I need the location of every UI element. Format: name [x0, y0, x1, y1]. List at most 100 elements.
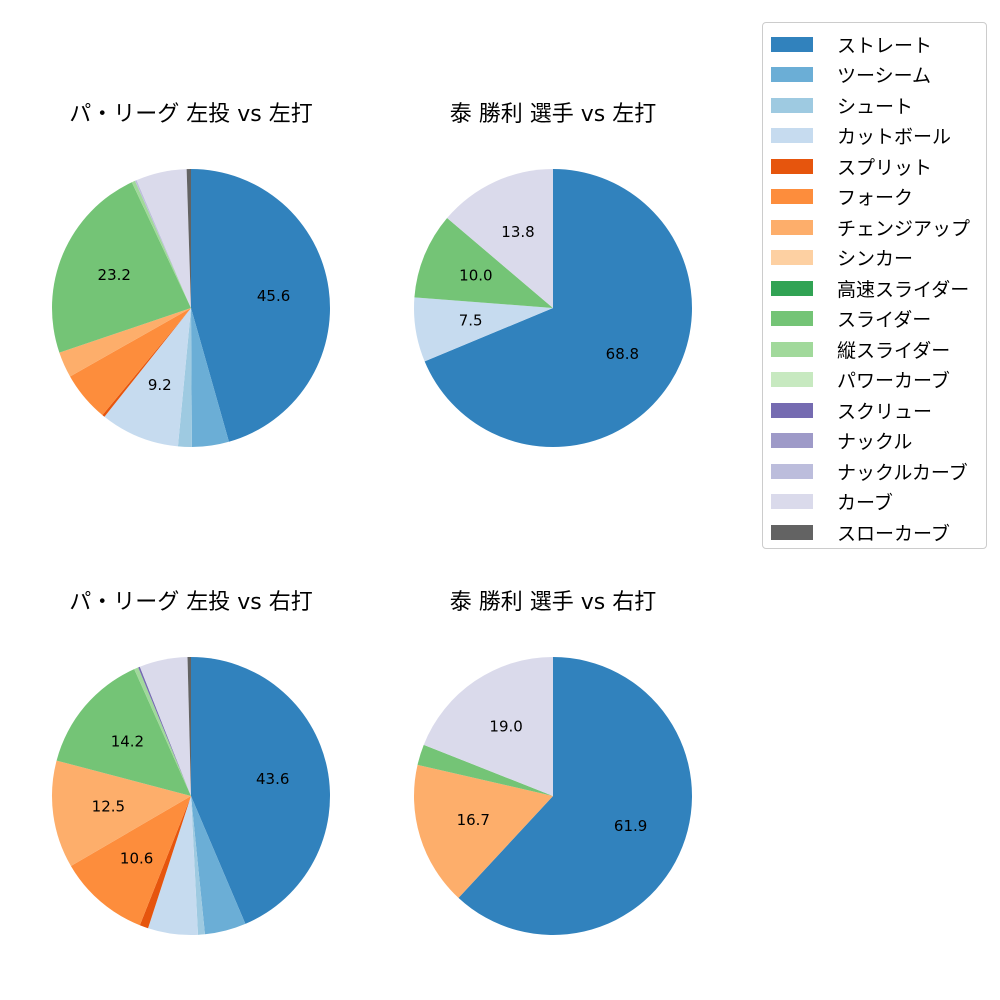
pie-slice — [417, 744, 553, 796]
legend-swatch — [771, 250, 813, 265]
pie-slice — [414, 297, 553, 362]
legend-item: カットボール — [771, 121, 951, 151]
pie-slice — [191, 796, 246, 935]
legend-label: スライダー — [837, 309, 932, 331]
pie-slice — [414, 217, 553, 308]
pie-slice — [138, 666, 191, 796]
pie-slice — [186, 169, 191, 308]
slice-value-label: 45.6 — [257, 287, 290, 305]
slice-value-label: 16.7 — [457, 811, 490, 829]
slice-value-label: 7.5 — [459, 312, 483, 330]
legend-item: フォーク — [771, 182, 913, 212]
legend-swatch — [771, 372, 813, 387]
pie-slice — [102, 308, 191, 417]
chart-title: 泰 勝利 選手 vs 右打 — [449, 590, 657, 615]
slice-value-label: 9.2 — [148, 376, 172, 394]
legend-swatch — [771, 341, 813, 357]
legend-label: シンカー — [837, 248, 914, 270]
chart-title: パ・リーグ 左投 vs 右打 — [69, 590, 313, 615]
legend-item: ストレート — [771, 29, 932, 59]
legend-swatch — [771, 189, 813, 204]
legend-label: スクリュー — [837, 400, 933, 423]
pie-slice — [187, 657, 191, 796]
legend-item: スプリット — [771, 151, 932, 181]
pie-slice — [447, 169, 553, 308]
legend-label: フォーク — [837, 187, 914, 209]
legend-item: シュート — [771, 90, 913, 120]
legend: ストレート ツーシーム シュート カットボール スプリット フォーク チェンジア… — [762, 22, 987, 549]
legend-swatch — [771, 219, 813, 235]
legend-swatch — [771, 97, 813, 113]
slice-value-label: 13.8 — [501, 223, 534, 241]
pie-slice — [134, 667, 191, 796]
legend-label: カットボール — [837, 126, 952, 148]
legend-swatch — [771, 433, 813, 448]
pie-panel-league-vs-right: パ・リーグ 左投 vs 右打 43.6 10.6 12.5 14.2 — [21, 488, 361, 948]
legend-swatch — [771, 280, 813, 296]
pie-slice — [70, 796, 191, 926]
legend-item: シンカー — [771, 243, 913, 273]
pie-slice — [191, 169, 330, 442]
pie-slice — [191, 796, 205, 935]
legend-label: シュート — [837, 95, 914, 118]
legend-item: スライダー — [771, 304, 931, 334]
pie-slice — [148, 796, 198, 935]
pie-slice — [423, 657, 553, 796]
legend-label: スプリット — [837, 156, 933, 179]
pie-slice — [51, 760, 192, 867]
pie-panel-player-vs-right: 泰 勝利 選手 vs 右打 61.9 16.7 19.0 — [383, 488, 723, 948]
pie-slice — [104, 308, 191, 447]
slice-value-label: 10.0 — [459, 267, 492, 285]
legend-label: ツーシーム — [837, 65, 932, 87]
legend-label: カーブ — [837, 492, 893, 514]
pie-slice — [191, 657, 331, 924]
legend-swatch — [771, 402, 813, 418]
slice-value-label: 43.6 — [256, 770, 289, 788]
pie-slice — [177, 308, 192, 447]
legend-item: ナックルカーブ — [771, 456, 968, 486]
chart-title: パ・リーグ 左投 vs 左打 — [69, 102, 313, 127]
legend-swatch — [771, 36, 813, 52]
legend-swatch — [771, 67, 813, 82]
pie-chart: 68.8 7.5 10.0 13.8 — [414, 169, 692, 447]
slice-value-label: 23.2 — [98, 266, 131, 284]
slice-value-label: 12.5 — [92, 798, 125, 816]
pie-panel-player-vs-left: 泰 勝利 選手 vs 左打 68.8 7.5 10.0 13.8 — [383, 0, 723, 460]
pie-slice — [59, 308, 192, 377]
legend-label: スローカーブ — [837, 522, 950, 545]
legend-swatch — [771, 158, 813, 174]
pie-slice — [424, 169, 692, 447]
legend-item: ナックル — [771, 426, 912, 456]
legend-swatch — [771, 463, 813, 479]
legend-swatch — [771, 524, 813, 540]
pie-panel-league-vs-left: パ・リーグ 左投 vs 左打 45.6 9.2 23.2 — [21, 0, 361, 460]
slice-value-label: 61.9 — [614, 817, 647, 835]
legend-item: スクリュー — [771, 395, 932, 425]
pie-slice — [131, 180, 191, 308]
legend-label: パワーカーブ — [837, 370, 950, 392]
legend-label: ナックルカーブ — [837, 461, 968, 484]
legend-item: スローカーブ — [771, 517, 950, 547]
legend-item: カーブ — [771, 487, 893, 517]
legend-item: ツーシーム — [771, 60, 931, 90]
pie-slice — [139, 657, 191, 796]
pie-slice — [139, 796, 191, 929]
pie-chart: 61.9 16.7 19.0 — [414, 657, 692, 935]
legend-swatch — [771, 311, 813, 326]
pie-slice — [70, 308, 191, 416]
slice-value-label: 68.8 — [606, 345, 639, 363]
legend-label: 高速スライダー — [837, 278, 970, 301]
legend-item: チェンジアップ — [771, 212, 970, 242]
slice-value-label: 19.0 — [489, 718, 522, 736]
legend-item: 高速スライダー — [771, 273, 969, 303]
pie-slice — [51, 182, 191, 353]
pie-chart: 45.6 9.2 23.2 — [51, 169, 330, 447]
legend-label: ナックル — [837, 431, 913, 453]
legend-swatch — [771, 128, 813, 143]
pie-chart: 43.6 10.6 12.5 14.2 — [51, 657, 331, 935]
pie-slice — [414, 764, 553, 898]
legend-item: パワーカーブ — [771, 365, 950, 395]
legend-item: 縦スライダー — [771, 334, 950, 364]
slice-value-label: 14.2 — [111, 733, 144, 751]
pie-slice — [134, 180, 191, 308]
